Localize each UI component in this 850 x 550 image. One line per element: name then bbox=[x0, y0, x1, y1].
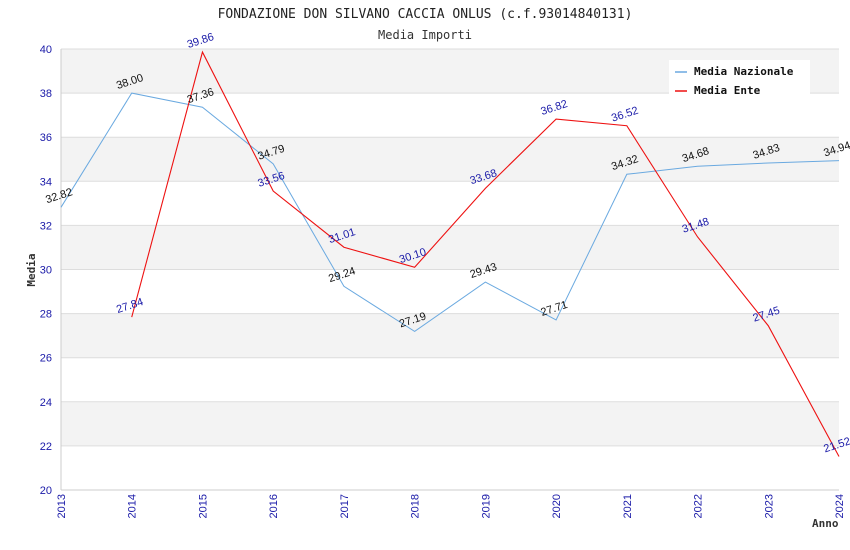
y-tick-labels: 20 22 24 26 28 30 32 34 36 38 40 bbox=[40, 44, 52, 497]
plot-band bbox=[61, 137, 839, 182]
y-tick-label: 40 bbox=[40, 44, 52, 56]
y-axis-label: Media bbox=[25, 253, 38, 286]
grid-lines bbox=[61, 48, 839, 491]
x-axis-label: Anno bbox=[812, 517, 839, 530]
y-tick-label: 24 bbox=[40, 397, 52, 409]
plot-background-bands bbox=[61, 49, 839, 446]
x-tick-label: 2019 bbox=[480, 494, 492, 518]
y-tick-label: 38 bbox=[40, 88, 52, 100]
x-tick-label: 2013 bbox=[56, 494, 68, 518]
x-tick-label: 2023 bbox=[763, 494, 775, 518]
legend-label-media-nazionale: Media Nazionale bbox=[694, 65, 794, 78]
x-tick-label: 2016 bbox=[268, 494, 280, 518]
x-tick-label: 2014 bbox=[127, 494, 139, 518]
x-tick-label: 2015 bbox=[197, 494, 209, 518]
data-label: 39.86 bbox=[186, 31, 216, 51]
legend-box bbox=[669, 60, 810, 98]
plot-band bbox=[61, 225, 839, 270]
y-tick-label: 26 bbox=[40, 353, 52, 365]
y-tick-label: 30 bbox=[40, 265, 52, 277]
series-line-media-nazionale bbox=[60, 92, 840, 333]
x-tick-labels: 2013 2014 2015 2016 2017 2018 2019 2020 2021 2022… bbox=[56, 494, 846, 518]
y-tick-label: 32 bbox=[40, 220, 52, 232]
y-tick-label: 20 bbox=[40, 485, 52, 497]
chart-subtitle: Media Importi bbox=[378, 28, 472, 42]
x-tick-label: 2020 bbox=[551, 494, 563, 518]
legend-label-media-ente: Media Ente bbox=[694, 84, 761, 97]
plot-band bbox=[61, 313, 839, 358]
series-lines bbox=[60, 50, 840, 457]
x-tick-label: 2017 bbox=[339, 494, 351, 518]
x-tick-label: 2022 bbox=[693, 494, 705, 518]
y-tick-label: 34 bbox=[40, 176, 52, 188]
y-tick-label: 28 bbox=[40, 309, 52, 321]
axes bbox=[60, 49, 839, 491]
y-tick-label: 22 bbox=[40, 441, 52, 453]
x-tick-label: 2024 bbox=[834, 494, 846, 518]
x-tick-label: 2021 bbox=[622, 494, 634, 518]
data-label: 32.82 bbox=[44, 186, 74, 206]
data-label: 36.82 bbox=[539, 98, 569, 118]
x-tick-label: 2018 bbox=[410, 494, 422, 518]
legend: Media Nazionale Media Ente bbox=[669, 60, 810, 98]
plot-band bbox=[61, 401, 839, 446]
chart-title: FONDAZIONE DON SILVANO CACCIA ONLUS (c.f… bbox=[218, 7, 633, 22]
series-line-media-ente bbox=[131, 50, 840, 457]
y-tick-label: 36 bbox=[40, 132, 52, 144]
data-label: 36.52 bbox=[610, 105, 640, 125]
data-label: 27.84 bbox=[115, 296, 145, 316]
